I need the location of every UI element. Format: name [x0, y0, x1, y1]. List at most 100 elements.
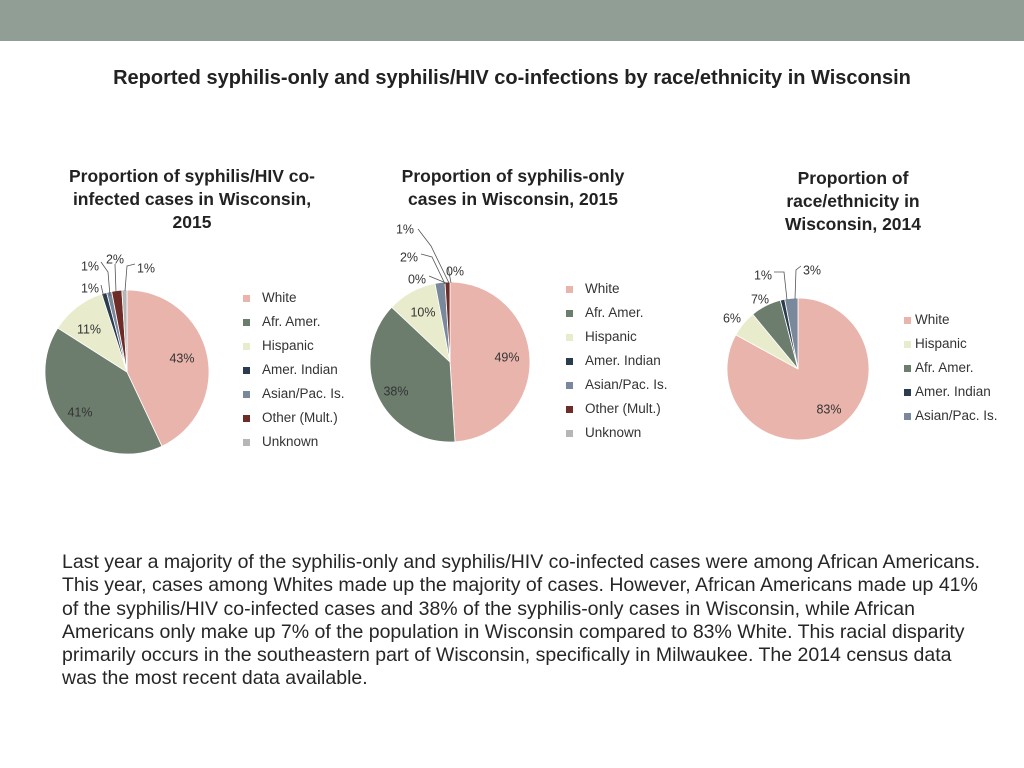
pie-chart-coinfected-2015: 43% 41% 11% 1% 1% 2% 1%	[44, 252, 210, 455]
data-label-white: 83%	[816, 402, 841, 416]
top-banner	[0, 0, 1024, 41]
legend-syphilis-only-2015: White Afr. Amer. Hispanic Amer. Indian Asian…	[566, 277, 668, 445]
legend-label: Other (Mult.)	[262, 410, 338, 425]
pie-slice-white	[449, 281, 531, 443]
data-label-afr-amer: 41%	[67, 405, 92, 419]
data-label-unknown: 1%	[137, 261, 155, 275]
data-label-amer-indian: 1%	[81, 281, 99, 295]
data-label-asian-pac-is: 1%	[81, 259, 99, 273]
chart-title-coinfected-2015: Proportion of syphilis/HIV co-infected c…	[69, 166, 315, 232]
legend-swatch	[566, 381, 573, 389]
data-label-asian-pac-is: 3%	[803, 263, 821, 277]
pie-slice-unknown	[121, 289, 128, 373]
legend-item-afr-amer: Afr. Amer.	[243, 310, 345, 334]
legend-swatch	[566, 285, 573, 293]
legend-swatch	[904, 364, 911, 372]
legend-item-white: White	[566, 277, 668, 301]
legend-swatch	[566, 357, 573, 365]
legend-label: Asian/Pac. Is.	[915, 408, 998, 423]
data-label-asian-pac-is: 2%	[400, 250, 418, 264]
legend-item-white: White	[243, 286, 345, 310]
legend-swatch	[243, 342, 250, 350]
legend-label: Afr. Amer.	[915, 360, 974, 375]
legend-label: Asian/Pac. Is.	[585, 377, 668, 392]
legend-item-afr-amer: Afr. Amer.	[566, 301, 668, 325]
legend-item-amer-indian: Amer. Indian	[904, 380, 998, 404]
data-label-afr-amer: 38%	[383, 384, 408, 398]
legend-label: Hispanic	[915, 336, 967, 351]
legend-item-asian-pac-is: Asian/Pac. Is.	[566, 373, 668, 397]
data-label-hispanic: 10%	[410, 305, 435, 319]
data-label-unknown: 0%	[446, 264, 464, 278]
pie-slice-white	[126, 289, 210, 447]
leader-line-other-mult	[114, 263, 117, 293]
leader-line-unknown	[447, 266, 452, 284]
legend-label: Hispanic	[262, 338, 314, 353]
data-label-amer-indian: 0%	[408, 272, 426, 286]
pie-slice-afr-amer	[369, 306, 456, 443]
legend-item-afr-amer: Afr. Amer.	[904, 356, 998, 380]
legend-item-other-mult: Other (Mult.)	[566, 397, 668, 421]
legend-coinfected-2015: White Afr. Amer. Hispanic Amer. Indian Asian…	[243, 286, 345, 454]
legend-label: Unknown	[262, 434, 319, 449]
legend-swatch	[904, 316, 911, 324]
legend-label: Other (Mult.)	[585, 401, 661, 416]
legend-label: White	[915, 312, 950, 327]
legend-item-white: White	[904, 308, 998, 332]
legend-item-hispanic: Hispanic	[566, 325, 668, 349]
data-label-other-mult: 2%	[106, 252, 124, 266]
legend-swatch	[243, 366, 250, 374]
chart-title-syphilis-only-2015: Proportion of syphilis-only cases in Wis…	[401, 166, 625, 209]
legend-item-other-mult: Other (Mult.)	[243, 406, 345, 430]
legend-label: Amer. Indian	[262, 362, 338, 377]
data-label-amer-indian: 1%	[754, 268, 772, 282]
legend-swatch	[243, 318, 250, 326]
legend-swatch	[904, 388, 911, 396]
legend-label: Asian/Pac. Is.	[262, 386, 345, 401]
leader-line-amer-indian	[428, 275, 447, 284]
data-label-white: 43%	[169, 351, 194, 365]
legend-label: Hispanic	[585, 329, 637, 344]
legend-swatch	[904, 340, 911, 348]
legend-swatch	[243, 294, 250, 302]
legend-label: Amer. Indian	[915, 384, 991, 399]
legend-item-hispanic: Hispanic	[904, 332, 998, 356]
legend-item-asian-pac-is: Asian/Pac. Is.	[243, 382, 345, 406]
data-label-other-mult: 1%	[396, 222, 414, 236]
data-label-afr-amer: 7%	[751, 292, 769, 306]
legend-label: Amer. Indian	[585, 353, 661, 368]
legend-swatch	[566, 405, 573, 413]
legend-item-hispanic: Hispanic	[243, 334, 345, 358]
leader-line-other-mult	[417, 228, 450, 284]
pie-slice-asian-pac-is	[784, 297, 799, 370]
leader-line-unknown	[124, 263, 136, 292]
legend-label: Unknown	[585, 425, 642, 440]
pie-slice-afr-amer	[44, 327, 163, 455]
leader-line-amer-indian	[100, 284, 105, 299]
legend-item-amer-indian: Amer. Indian	[243, 358, 345, 382]
leader-line-asian-pac-is	[794, 265, 802, 300]
legend-item-unknown: Unknown	[566, 421, 668, 445]
legend-label: White	[585, 281, 620, 296]
legend-swatch	[904, 412, 911, 420]
pie-chart-syphilis-only-2015: 49% 38% 10% 0% 2% 1% 0%	[369, 222, 531, 443]
legend-swatch	[566, 429, 573, 437]
legend-population-2014: White Hispanic Afr. Amer. Amer. Indian Asian…	[904, 308, 998, 428]
legend-swatch	[243, 414, 250, 422]
leader-line-amer-indian	[774, 271, 788, 301]
legend-swatch	[566, 309, 573, 317]
legend-swatch	[243, 390, 250, 398]
data-label-white: 49%	[494, 350, 519, 364]
data-label-hispanic: 6%	[723, 311, 741, 325]
leader-line-asian-pac-is	[420, 253, 446, 285]
chart-title-population-2014: Proportion of race/ethnicity in Wisconsi…	[784, 168, 921, 234]
legend-label: Afr. Amer.	[262, 314, 321, 329]
leader-line-asian-pac-is	[100, 261, 111, 297]
legend-item-asian-pac-is: Asian/Pac. Is.	[904, 404, 998, 428]
slide-title: Reported syphilis-only and syphilis/HIV …	[113, 67, 911, 89]
legend-swatch	[566, 333, 573, 341]
legend-label: White	[262, 290, 297, 305]
legend-item-amer-indian: Amer. Indian	[566, 349, 668, 373]
legend-item-unknown: Unknown	[243, 430, 345, 454]
